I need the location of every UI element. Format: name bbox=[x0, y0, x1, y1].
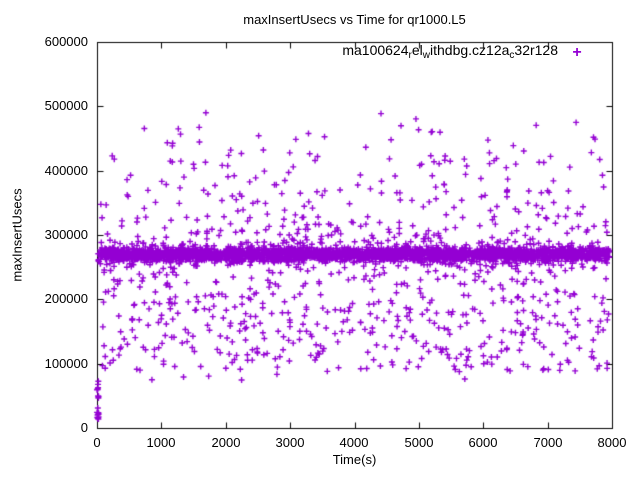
y-tick-label: 300000 bbox=[44, 227, 88, 242]
x-tick-label: 7000 bbox=[533, 435, 563, 450]
y-tick-label: 400000 bbox=[44, 163, 88, 178]
legend-label-subscript: c bbox=[509, 50, 515, 61]
x-tick-label: 8000 bbox=[597, 435, 627, 450]
x-tick-label: 4000 bbox=[339, 435, 369, 450]
y-tick-label: 0 bbox=[80, 420, 88, 435]
y-tick-label: 200000 bbox=[44, 291, 88, 306]
legend-label-segment: ma100624 bbox=[342, 42, 409, 58]
x-tick-label: 2000 bbox=[211, 435, 241, 450]
chart-title: maxInsertUsecs vs Time for qr1000.L5 bbox=[243, 12, 466, 27]
x-tick-label: 3000 bbox=[275, 435, 305, 450]
x-tick-label: 1000 bbox=[146, 435, 176, 450]
y-tick-label: 600000 bbox=[44, 34, 88, 49]
legend-label-segment: 32r128 bbox=[514, 42, 558, 58]
y-tick-label: 500000 bbox=[44, 98, 88, 113]
legend-series-label: ma100624relwithdbg.cz12ac32r128 bbox=[342, 42, 558, 64]
x-tick-label: 0 bbox=[93, 435, 101, 450]
legend-label-subscript: w bbox=[422, 50, 430, 61]
legend-label-subscript: r bbox=[408, 50, 412, 61]
plus-marker-icon: + bbox=[572, 44, 582, 61]
legend: ma100624relwithdbg.cz12ac32r128 + bbox=[342, 42, 584, 64]
x-tick-label: 5000 bbox=[404, 435, 434, 450]
legend-label-segment: ithdbg.cz12a bbox=[430, 42, 510, 58]
x-axis-title: Time(s) bbox=[332, 452, 377, 467]
y-tick-label: 100000 bbox=[44, 356, 88, 371]
legend-label-segment: el bbox=[411, 42, 423, 58]
x-tick-label: 6000 bbox=[468, 435, 498, 450]
